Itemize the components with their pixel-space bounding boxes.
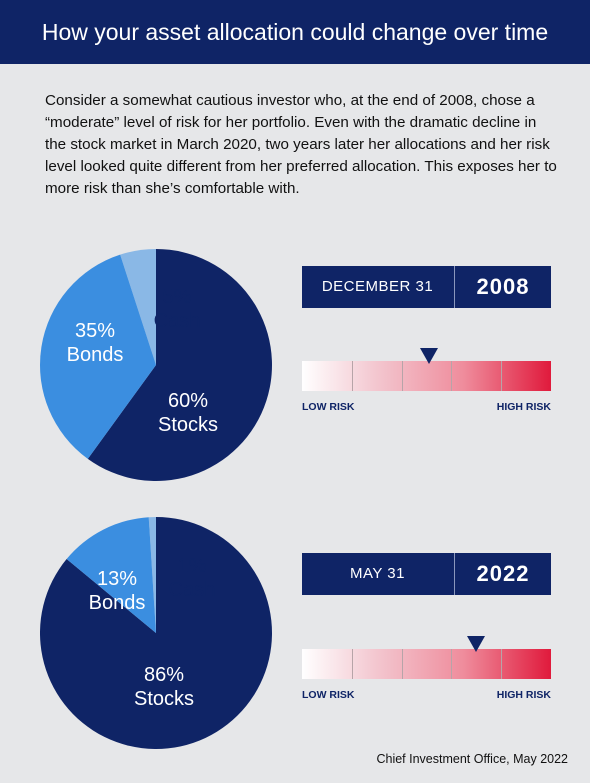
year-label: 2022 bbox=[476, 561, 530, 586]
risk-meter-2008: LOW RISK HIGH RISK bbox=[302, 346, 551, 416]
pie-slice-cash bbox=[148, 517, 156, 633]
pie-label-stocks-name: Stocks bbox=[134, 688, 194, 710]
risk-tick bbox=[451, 361, 452, 391]
high-risk-label: HIGH RISK bbox=[496, 689, 551, 701]
risk-tick bbox=[352, 649, 353, 679]
pie-label-stocks-name: Stocks bbox=[158, 414, 218, 436]
pie-slice-bonds bbox=[66, 517, 156, 633]
page-title: How your asset allocation could change o… bbox=[0, 0, 590, 64]
low-risk-label: LOW RISK bbox=[302, 401, 355, 413]
risk-tick bbox=[352, 361, 353, 391]
pie-slice-stocks bbox=[39, 517, 272, 749]
risk-tick bbox=[501, 361, 502, 391]
pie-label-cash-name: Cash bbox=[169, 579, 216, 601]
date-label: MAY 31 bbox=[350, 565, 405, 582]
pie-label-bonds-name: Bonds bbox=[67, 344, 124, 366]
banner-divider bbox=[454, 553, 455, 595]
risk-marker-icon bbox=[467, 636, 486, 652]
pie-slice-stocks bbox=[87, 249, 272, 481]
risk-tick bbox=[402, 361, 403, 391]
date-banner-2022: MAY 31 2022 bbox=[302, 553, 551, 595]
pie-label-bonds-name: Bonds bbox=[89, 592, 146, 614]
date-label: DECEMBER 31 bbox=[321, 278, 434, 295]
pie-label-stocks-pct: 86% bbox=[144, 664, 184, 686]
pie-label-bonds-pct: 13% bbox=[97, 568, 137, 590]
low-risk-label: LOW RISK bbox=[302, 689, 355, 701]
risk-gradient-bar bbox=[302, 361, 551, 391]
pie-label-cash-name: Cash bbox=[154, 310, 201, 332]
risk-gradient-bar bbox=[302, 649, 551, 679]
pie-chart-2022-svg: 1%Cash 86%Stocks 13%Bonds bbox=[39, 517, 272, 749]
pie-slice-bonds bbox=[39, 254, 156, 459]
pie-chart-2008-svg: 5%Cash 60%Stocks 35%Bonds bbox=[39, 249, 272, 481]
pie-label-stocks-pct: 60% bbox=[168, 390, 208, 412]
intro-paragraph: Consider a somewhat cautious investor wh… bbox=[45, 92, 557, 197]
risk-tick bbox=[501, 649, 502, 679]
risk-meter-2022: LOW RISK HIGH RISK bbox=[302, 634, 551, 704]
date-banner-2008: DECEMBER 31 2008 bbox=[302, 266, 551, 308]
risk-tick bbox=[402, 649, 403, 679]
pie-label-cash-pct: 1% bbox=[178, 555, 207, 577]
year-label: 2008 bbox=[476, 274, 530, 299]
pie-slice-cash bbox=[120, 249, 156, 365]
risk-tick bbox=[451, 649, 452, 679]
high-risk-label: HIGH RISK bbox=[496, 401, 551, 413]
risk-marker-icon bbox=[419, 348, 438, 364]
source-note: Chief Investment Office, May 2022 bbox=[376, 752, 568, 766]
pie-label-bonds-pct: 35% bbox=[75, 320, 115, 342]
pie-label-cash-pct: 5% bbox=[163, 286, 192, 308]
pie-chart-2022: 1% Cash 86% Stocks 13% Bonds bbox=[39, 517, 272, 749]
banner-divider bbox=[454, 266, 455, 308]
pie-chart-2008: 5% Cash 60% Stocks 35% Bonds bbox=[39, 249, 272, 481]
